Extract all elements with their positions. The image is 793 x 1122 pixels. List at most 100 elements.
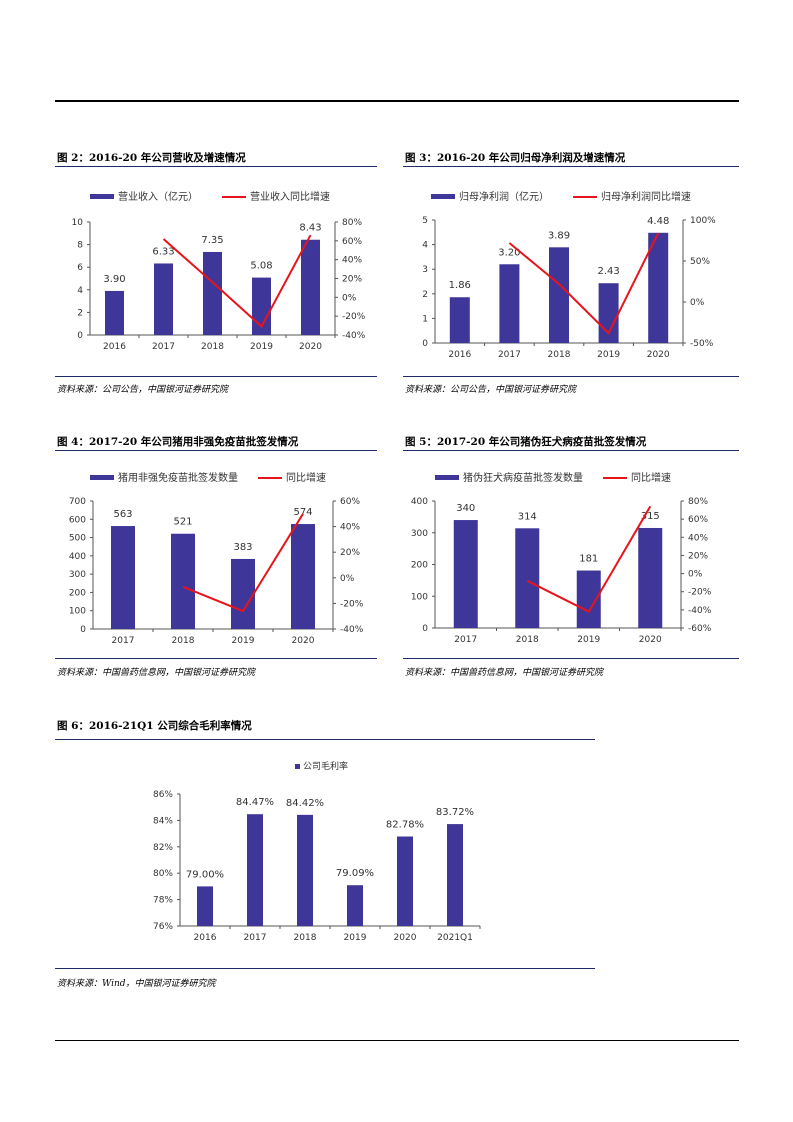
x-tick-label: 2020 — [647, 350, 670, 360]
bar-data-label: 563 — [113, 509, 132, 520]
x-tick-label: 2018 — [201, 342, 224, 352]
bar-data-label: 7.35 — [201, 235, 223, 246]
x-tick-label: 2020 — [292, 636, 315, 646]
legend-line-label: 营业收入同比增速 — [250, 190, 330, 203]
y-tick-label-right: -20% — [342, 312, 366, 322]
y-tick-label-left: 600 — [69, 515, 86, 525]
y-tick-label-left: 6 — [77, 263, 83, 273]
legend-bar-swatch — [90, 194, 114, 199]
bar — [297, 814, 313, 926]
y-tick-label-right: 60% — [340, 497, 360, 507]
bar-data-label: 8.43 — [299, 223, 321, 234]
y-tick-label-left: 200 — [69, 588, 86, 598]
x-tick-label: 2017 — [454, 635, 477, 645]
y-tick-label-left: 2 — [77, 308, 83, 318]
y-tick-label-right: 50% — [690, 257, 710, 267]
fig6-title-rule — [55, 739, 595, 740]
y-tick-label-right: -60% — [688, 624, 712, 634]
y-tick-label-right: 80% — [688, 497, 708, 507]
legend-bar-swatch — [435, 475, 459, 480]
y-tick-label-right: -40% — [340, 625, 364, 635]
bar — [515, 528, 540, 628]
bottom-rule — [55, 1040, 739, 1041]
fig3-source: 资料来源：公司公告，中国银河证券研究院 — [405, 385, 577, 395]
y-tick-label-right: 20% — [688, 551, 708, 561]
y-tick-label-left: 100 — [411, 592, 428, 602]
fig3-title: 图 3：2016-20 年公司归母净利润及增速情况 — [405, 152, 626, 164]
y-tick-label-left: 400 — [411, 497, 428, 507]
x-tick-label: 2018 — [172, 636, 195, 646]
bar — [111, 526, 135, 629]
y-tick-label-left: 100 — [69, 607, 86, 617]
x-tick-label: 2016 — [194, 933, 217, 943]
bar-data-label: 315 — [641, 511, 660, 522]
x-tick-label: 2017 — [112, 636, 135, 646]
y-tick-label-left: 76% — [153, 922, 173, 932]
legend-line-label: 同比增速 — [286, 471, 326, 484]
bar-data-label: 2.43 — [597, 266, 619, 277]
y-tick-label-left: 80% — [153, 869, 173, 879]
fig6-source: 资料来源：Wind，中国银河证券研究院 — [57, 979, 216, 989]
fig2-chart: 营业收入（亿元） 营业收入同比增速 0 2 4 6 8 10 -40% -20% 0% 20% 40% 6… — [72, 190, 366, 352]
fig5-title-rule — [403, 450, 739, 451]
bar — [291, 524, 315, 629]
y-tick-label-right: -40% — [688, 606, 712, 616]
y-tick-label-left: 2 — [422, 290, 428, 300]
growth-line — [508, 232, 660, 335]
x-tick-label: 2020 — [639, 635, 662, 645]
y-tick-label-left: 5 — [422, 216, 428, 226]
y-tick-label-right: 0% — [688, 570, 703, 580]
fig3-title-rule — [403, 166, 739, 167]
fig2-source: 资料来源：公司公告，中国银河证券研究院 — [57, 385, 229, 395]
x-tick-label: 2021Q1 — [437, 933, 473, 943]
y-tick-label-left: 84% — [153, 816, 173, 826]
fig5-source: 资料来源：中国兽药信息网，中国银河证券研究院 — [405, 668, 604, 678]
bar — [499, 264, 520, 343]
legend-bar-label: 猪用非强免疫苗批签发数量 — [118, 471, 238, 484]
y-tick-label-left: 500 — [69, 534, 86, 544]
y-tick-label-left: 82% — [153, 843, 173, 853]
y-tick-label-left: 200 — [411, 561, 428, 571]
growth-line — [526, 505, 652, 614]
y-tick-label-left: 86% — [153, 790, 173, 800]
bar-data-label: 383 — [233, 542, 252, 553]
fig2-title-rule — [55, 166, 377, 167]
growth-line — [162, 234, 312, 329]
y-tick-label-left: 400 — [69, 552, 86, 562]
fig3-source-rule — [403, 376, 739, 377]
x-tick-label: 2020 — [299, 342, 322, 352]
y-tick-label-left: 8 — [77, 241, 83, 251]
y-tick-label-left: 300 — [69, 570, 86, 580]
bar — [447, 824, 463, 926]
x-tick-label: 2017 — [244, 933, 267, 943]
x-tick-label: 2019 — [597, 350, 620, 360]
y-tick-label-right: -40% — [342, 331, 366, 341]
bar-data-label: 521 — [173, 517, 192, 528]
bar — [105, 290, 124, 335]
y-tick-label-left: 78% — [153, 896, 173, 906]
bar-data-label: 1.86 — [449, 280, 471, 291]
x-tick-label: 2020 — [394, 933, 417, 943]
legend-bar-label: 营业收入（亿元） — [118, 190, 198, 203]
y-tick-label-left: 700 — [69, 497, 86, 507]
y-tick-label-left: 4 — [77, 286, 83, 296]
y-tick-label-right: -20% — [340, 599, 364, 609]
fig4-title-rule — [55, 450, 377, 451]
y-tick-label-right: 40% — [688, 533, 708, 543]
bar-data-label: 3.90 — [103, 274, 125, 285]
y-tick-label-left: 0 — [422, 339, 428, 349]
x-tick-label: 2018 — [516, 635, 539, 645]
fig5-source-rule — [403, 658, 739, 659]
bar-data-label: 84.42% — [286, 798, 324, 809]
legend-bar-swatch — [431, 194, 455, 199]
y-tick-label-right: 40% — [342, 256, 362, 266]
bar-data-label: 3.20 — [498, 247, 520, 258]
x-tick-label: 2016 — [448, 350, 471, 360]
y-tick-label-left: 0 — [80, 625, 86, 635]
y-tick-label-right: 0% — [690, 298, 705, 308]
bar — [252, 277, 271, 335]
bar-data-label: 181 — [579, 554, 598, 565]
bar — [247, 814, 263, 926]
x-tick-label: 2019 — [344, 933, 367, 943]
y-tick-label-right: 100% — [690, 216, 716, 226]
